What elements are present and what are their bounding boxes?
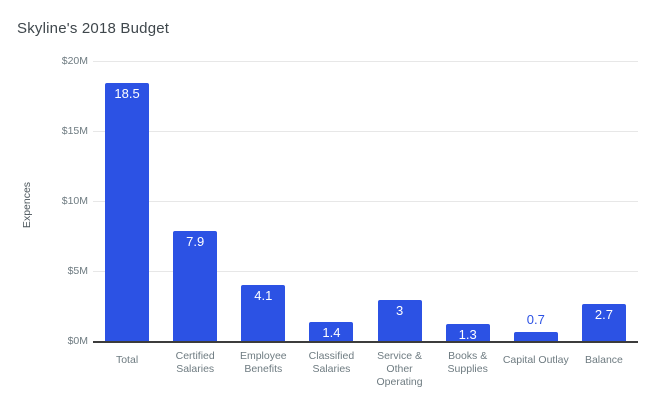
bar-value-label: 4.1 [254, 287, 273, 303]
bar: 7.9 [173, 231, 218, 342]
y-tick-label: $20M [61, 55, 88, 67]
gridline [93, 201, 638, 202]
bar-value-label: 3 [395, 303, 404, 318]
gridline [93, 61, 638, 62]
chart-title: Skyline's 2018 Budget [17, 20, 170, 37]
bar: 2.7 [581, 304, 626, 342]
x-axis-label: Classified Salaries [308, 350, 355, 375]
x-axis-label: Service & Other Operating [376, 350, 423, 388]
bar-value-label: 0.7 [526, 312, 545, 328]
x-axis-label: Books & Supplies [447, 350, 488, 375]
y-tick-label: $10M [61, 195, 88, 207]
gridline [93, 271, 638, 272]
bar-value-label: 18.5 [114, 86, 140, 101]
bar-slot: 1.3 [434, 62, 502, 342]
x-axis-label: Capital Outlay [502, 354, 569, 366]
bar-slot: 0.7 [502, 62, 570, 342]
bar-slot: 7.9 [161, 62, 229, 342]
bar: 1.3 [445, 323, 490, 342]
x-axis-label: Total [115, 354, 139, 366]
x-axis-line [93, 341, 638, 343]
plot-area: 18.5 7.9 4.1 1.4 3 1.3 0.7 2.7 [93, 61, 638, 343]
bar-slot: 4.1 [229, 62, 297, 342]
bar-slot: 3 [366, 62, 434, 342]
x-axis-label: Certified Salaries [175, 350, 215, 375]
x-label-slot: Capital Outlay [502, 350, 570, 390]
y-axis-tick-labels: $0M $5M $10M $15M $20M [38, 55, 88, 347]
bars-row: 18.5 7.9 4.1 1.4 3 1.3 0.7 2.7 [93, 62, 638, 342]
bar-value-label: 1.4 [322, 325, 341, 341]
bar-value-label: 7.9 [186, 234, 205, 250]
bar: 18.5 [105, 83, 150, 342]
bar-slot: 18.5 [93, 62, 161, 342]
x-label-slot: Service & Other Operating [366, 350, 434, 390]
x-label-slot: Total [93, 350, 161, 390]
x-axis-labels: Total Certified Salaries Employee Benefits… [93, 350, 638, 390]
x-label-slot: Employee Benefits [229, 350, 297, 390]
y-tick-label: $0M [67, 335, 88, 347]
y-axis-title: Expences [21, 181, 33, 229]
x-label-slot: Certified Salaries [161, 350, 229, 390]
bar: 0.7 [513, 312, 558, 342]
y-tick-label: $15M [61, 125, 88, 137]
bar: 4.1 [241, 284, 286, 342]
bar-value-label: 2.7 [594, 307, 613, 323]
gridline [93, 131, 638, 132]
bar-value-label: 1.3 [458, 326, 477, 342]
bar: 1.4 [309, 322, 354, 342]
bar-slot: 1.4 [297, 62, 365, 342]
x-label-slot: Classified Salaries [297, 350, 365, 390]
x-axis-label: Balance [584, 354, 623, 366]
x-label-slot: Balance [570, 350, 638, 390]
x-label-slot: Books & Supplies [434, 350, 502, 390]
bar-slot: 2.7 [570, 62, 638, 342]
y-tick-label: $5M [67, 265, 88, 277]
bar: 3 [377, 300, 422, 342]
x-axis-label: Employee Benefits [239, 350, 287, 375]
